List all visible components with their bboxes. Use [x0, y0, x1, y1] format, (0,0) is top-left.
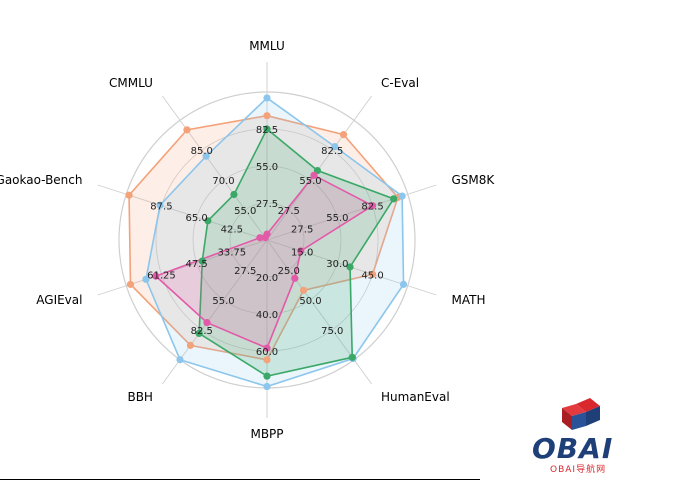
- tick-label: 45.0: [361, 270, 383, 281]
- axis-spoke: [162, 95, 268, 241]
- series-1-point: [263, 356, 271, 364]
- tick-label: 27.5: [278, 206, 300, 217]
- series-1-point: [125, 191, 133, 199]
- series-4-point: [310, 171, 318, 179]
- tick-label: 87.5: [150, 202, 172, 213]
- tick-label: 55.0: [326, 213, 348, 224]
- series-2-point: [156, 201, 164, 209]
- series-3-point: [198, 257, 206, 265]
- axis-label: Gaokao-Bench: [0, 173, 82, 187]
- tick-label: 40.0: [256, 310, 278, 321]
- tick-label: 25.0: [278, 266, 300, 277]
- series-3-point: [263, 125, 271, 133]
- series-1-point: [368, 270, 377, 278]
- axis-label: MMLU: [249, 39, 285, 53]
- series-4-point: [368, 202, 377, 210]
- series-1-point: [339, 131, 348, 139]
- tick-label: 65.0: [185, 213, 207, 224]
- series-2-point: [263, 382, 271, 391]
- series-3-point: [348, 353, 356, 361]
- series-3-point: [390, 195, 398, 203]
- tick-label: 60.0: [256, 347, 278, 358]
- tick-label: 85.0: [191, 146, 213, 157]
- logo-subtitle: OBAI导航网: [550, 465, 607, 475]
- series-2-point: [398, 192, 406, 200]
- tick-label: 50.0: [299, 296, 321, 307]
- series-2-point: [331, 143, 339, 151]
- figure-bottom-rule: [0, 479, 480, 480]
- tick-label: 27.5: [234, 266, 256, 277]
- series-1-point: [183, 126, 191, 134]
- series-3-point: [230, 190, 238, 199]
- tick-label: 70.0: [212, 176, 234, 187]
- tick-label: 55.0: [299, 176, 321, 187]
- series-4-point: [256, 234, 264, 242]
- tick-label: 47.5: [185, 259, 207, 270]
- tick-label: 82.5: [191, 326, 213, 337]
- series-4-point: [291, 274, 299, 282]
- tick-label: 82.5: [256, 125, 278, 136]
- tick-label: 82.5: [321, 146, 343, 157]
- series-1-point: [126, 280, 135, 288]
- tick-label: 61.25: [147, 270, 176, 281]
- series-4-point: [203, 319, 211, 327]
- series-1-point: [299, 286, 308, 294]
- axis-label: AGIEval: [36, 293, 82, 307]
- tick-label: 30.0: [326, 259, 348, 270]
- series-4-point: [152, 272, 160, 280]
- axis-spoke: [266, 184, 437, 241]
- series-1-point: [263, 112, 271, 120]
- tick-label: 55.0: [212, 296, 234, 307]
- axis-spoke: [97, 239, 268, 296]
- axis-label: BBH: [127, 390, 153, 404]
- logo-wordmark: OBAI: [532, 432, 614, 465]
- series-2-point: [142, 275, 150, 283]
- series-3-point: [263, 372, 271, 380]
- tick-label: 27.5: [256, 199, 278, 210]
- axis-label: CMMLU: [109, 76, 153, 90]
- obai-logo-icon: [562, 398, 600, 430]
- tick-label: 15.0: [291, 247, 313, 258]
- axis-label: GSM8K: [452, 173, 496, 187]
- axis-label: MBPP: [250, 427, 283, 441]
- axis-label: C-Eval: [381, 76, 419, 90]
- tick-label: 75.0: [321, 326, 343, 337]
- series-4-point: [263, 344, 271, 352]
- series-3-point: [204, 217, 212, 225]
- axis-label: MATH: [452, 293, 486, 307]
- series-1-point: [186, 341, 195, 349]
- series-2-point: [176, 356, 184, 364]
- series-4-point: [297, 247, 305, 255]
- series-2-point: [399, 280, 408, 288]
- tick-label: 82.5: [361, 202, 383, 213]
- tick-label: 33.75: [217, 247, 246, 258]
- axis-label: HumanEval: [381, 390, 450, 404]
- tick-label: 55.0: [256, 162, 278, 173]
- tick-label: 20.0: [256, 273, 278, 284]
- series-4-point: [261, 234, 269, 242]
- series-3-point: [195, 329, 203, 337]
- tick-label: 42.5: [221, 225, 243, 236]
- series-3-point: [346, 263, 354, 271]
- series-2-point: [263, 94, 271, 102]
- tick-label: 27.5: [291, 225, 313, 236]
- tick-label: 55.0: [234, 206, 256, 217]
- series-2-point: [202, 152, 210, 160]
